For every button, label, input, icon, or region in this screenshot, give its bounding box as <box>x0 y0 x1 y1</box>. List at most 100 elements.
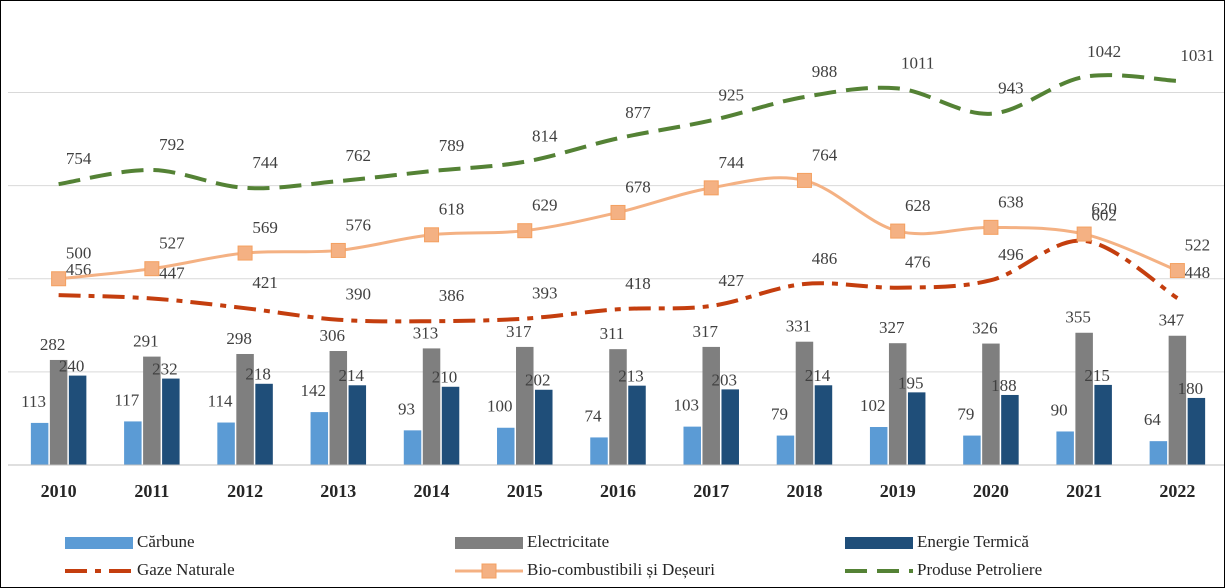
data-label: 114 <box>208 391 233 410</box>
data-label: 331 <box>786 317 812 336</box>
bar <box>124 421 142 465</box>
bar <box>162 378 180 465</box>
data-label: 90 <box>1051 400 1068 419</box>
marker <box>144 261 160 277</box>
data-label: 744 <box>718 153 744 172</box>
data-label: 486 <box>812 249 838 268</box>
bar <box>907 392 926 465</box>
data-label: 988 <box>812 62 838 81</box>
data-label: 1031 <box>1180 46 1214 65</box>
data-label: 744 <box>252 153 278 172</box>
bar <box>814 385 833 465</box>
data-label: 79 <box>771 404 788 423</box>
x-tick-label: 2015 <box>507 481 543 501</box>
bar <box>68 375 87 465</box>
data-label: 313 <box>413 323 439 342</box>
bar <box>683 426 701 465</box>
marker <box>330 242 346 258</box>
bar <box>590 437 608 465</box>
marker <box>703 180 719 196</box>
bar <box>1056 431 1074 465</box>
x-tick-label: 2011 <box>134 481 169 501</box>
legend-marker <box>481 563 497 579</box>
data-label: 327 <box>879 318 905 337</box>
legend-label: Produse Petroliere <box>917 560 1042 579</box>
marker <box>890 223 906 239</box>
bar <box>702 346 720 465</box>
bar <box>255 383 273 465</box>
data-label: 188 <box>991 376 1017 395</box>
data-label: 215 <box>1084 366 1110 385</box>
marker <box>424 227 440 243</box>
data-label: 1042 <box>1087 42 1121 61</box>
bar <box>30 422 49 465</box>
data-label: 500 <box>66 244 92 263</box>
data-label: 347 <box>1159 311 1185 330</box>
x-tick-label: 2014 <box>414 481 450 501</box>
data-label: 113 <box>21 392 46 411</box>
legend-label: Electricitate <box>527 532 609 551</box>
x-tick-label: 2013 <box>320 481 356 501</box>
bar <box>422 348 441 465</box>
bar <box>1075 332 1093 465</box>
data-label: 218 <box>245 365 271 384</box>
data-label: 393 <box>532 284 558 303</box>
bar <box>628 385 646 465</box>
data-label: 476 <box>905 253 931 272</box>
data-label: 317 <box>692 322 718 341</box>
x-tick-label: 2022 <box>1159 481 1195 501</box>
data-label: 213 <box>618 367 644 386</box>
data-label: 792 <box>159 135 185 154</box>
marker <box>796 172 812 188</box>
marker <box>237 245 253 261</box>
data-label: 291 <box>133 332 159 351</box>
data-label: 282 <box>40 335 66 354</box>
bar <box>609 349 627 465</box>
data-label: 79 <box>957 404 974 423</box>
data-label: 421 <box>252 273 278 292</box>
data-label: 202 <box>525 371 551 390</box>
bar <box>888 343 907 465</box>
data-label: 628 <box>905 196 931 215</box>
data-label: 456 <box>66 260 92 279</box>
data-label: 390 <box>346 285 372 304</box>
data-label: 180 <box>1178 379 1204 398</box>
bar <box>516 346 534 465</box>
data-label: 877 <box>625 103 651 122</box>
data-label: 100 <box>487 397 513 416</box>
x-tick-label: 2017 <box>693 481 729 501</box>
data-label: 298 <box>226 329 252 348</box>
legend-label: Gaze Naturale <box>137 560 235 579</box>
data-label: 814 <box>532 127 558 146</box>
data-label: 418 <box>625 274 651 293</box>
data-label: 214 <box>339 366 365 385</box>
bar <box>441 386 460 465</box>
bar <box>1001 394 1019 465</box>
bar <box>49 359 68 465</box>
data-label: 638 <box>998 192 1024 211</box>
x-tick-label: 2010 <box>41 481 77 501</box>
data-label: 103 <box>673 396 699 415</box>
bar <box>403 430 422 465</box>
line <box>58 73 1178 191</box>
marker <box>610 204 626 220</box>
data-label: 629 <box>532 196 558 215</box>
marker <box>1076 226 1092 242</box>
x-tick-label: 2021 <box>1066 481 1102 501</box>
bar <box>1149 441 1168 465</box>
data-label: 64 <box>1144 410 1162 429</box>
x-tick-label: 2020 <box>973 481 1009 501</box>
bar <box>497 427 515 465</box>
legend-label: Bio-combustibili și Deșeuri <box>527 560 715 579</box>
data-label: 117 <box>114 390 139 409</box>
bar <box>310 412 329 465</box>
marker <box>51 271 67 287</box>
data-label: 620 <box>1091 199 1117 218</box>
data-label: 326 <box>972 318 998 337</box>
data-label: 764 <box>812 145 838 164</box>
line <box>58 238 1179 324</box>
bar <box>535 389 553 465</box>
data-label: 355 <box>1065 308 1091 327</box>
